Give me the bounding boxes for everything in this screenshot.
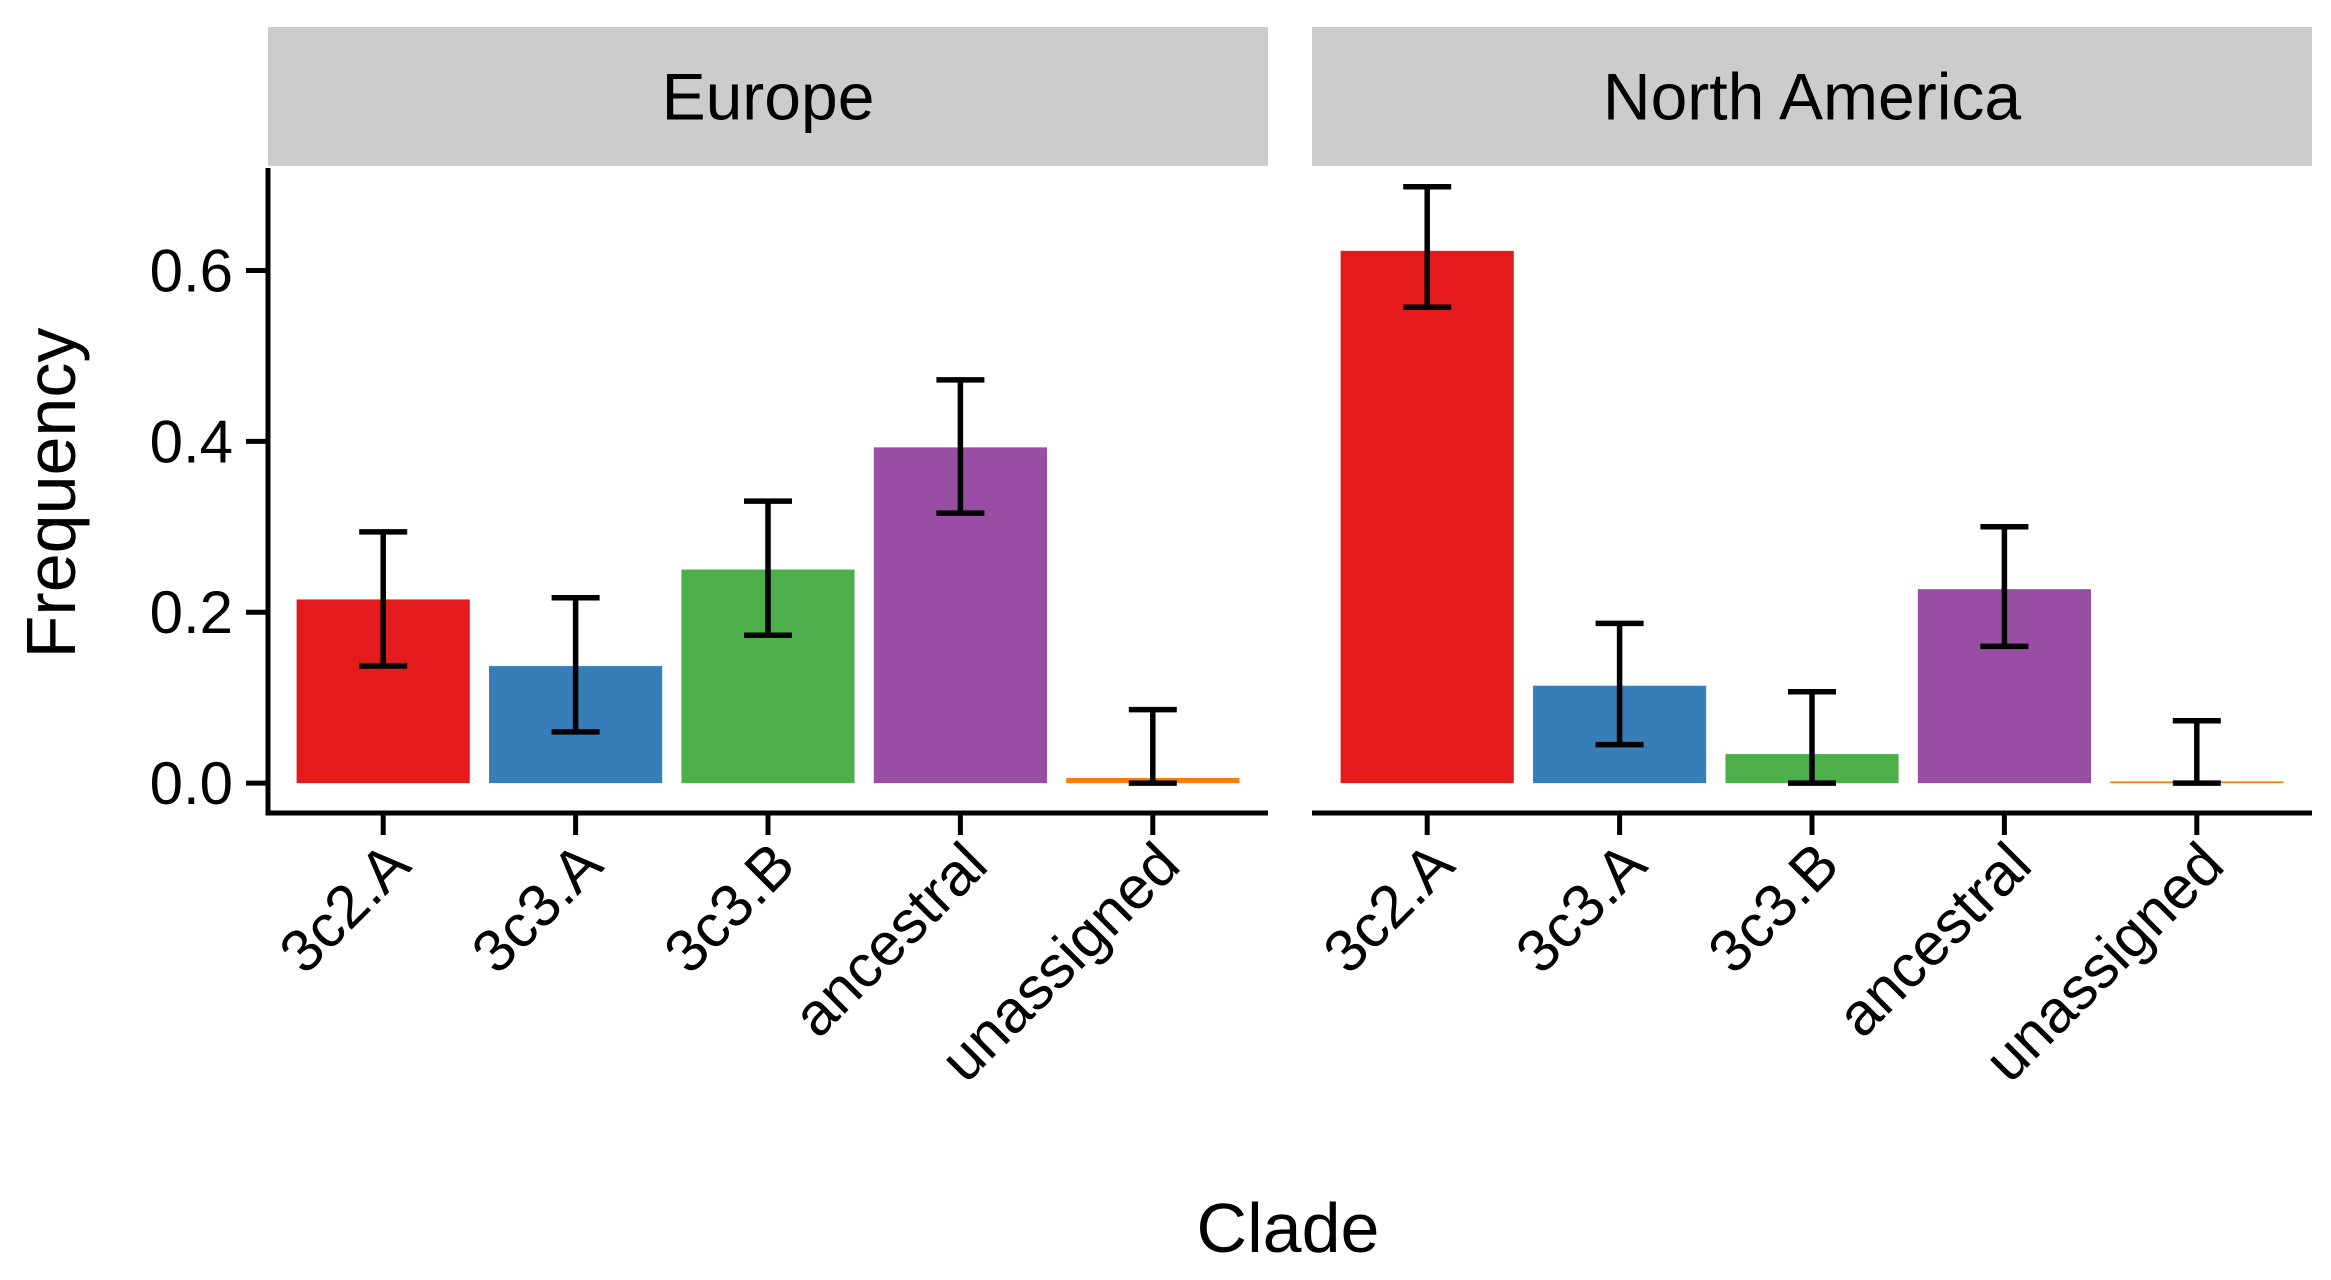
facet-strip-label: Europe: [662, 60, 875, 134]
facet-strip-label: North America: [1603, 60, 2021, 134]
x-tick-label-3c3-b: 3c3.B: [651, 830, 807, 986]
facet-strip: [268, 27, 1268, 166]
bar-3c2-a: [1340, 250, 1514, 784]
x-tick-label-3c2-a: 3c2.A: [1311, 830, 1467, 986]
facet-strip: [1312, 27, 2312, 166]
y-tick-label: 0.2: [150, 579, 233, 646]
x-tick-label-3c2-a: 3c2.A: [267, 830, 423, 986]
y-tick-label: 0.6: [150, 238, 233, 305]
x-tick-label-3c3-a: 3c3.A: [459, 830, 615, 986]
y-tick-label: 0.4: [150, 408, 233, 475]
x-axis-title: Clade: [1197, 1189, 1380, 1267]
x-tick-label-3c3-a: 3c3.A: [1503, 830, 1659, 986]
y-axis-title: Frequency: [12, 328, 90, 659]
x-tick-label-3c3-b: 3c3.B: [1695, 830, 1851, 986]
y-tick-label: 0.0: [150, 750, 233, 817]
